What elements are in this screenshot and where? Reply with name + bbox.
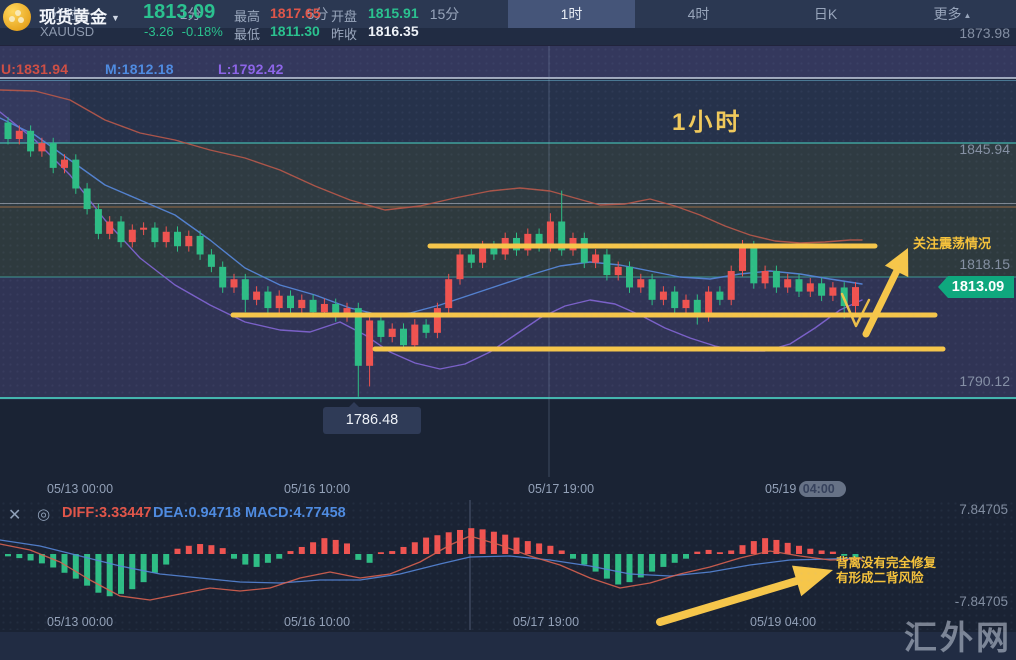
stat-high-label: 最高 [234,9,261,24]
boll-upper-label: U:1831.94 [1,61,69,77]
x-axis-label-3: 05/17 19:00 [528,482,595,496]
tab-15min[interactable]: 15分 [429,6,460,22]
macd-note-line2: 有形成二背风险 [836,571,924,585]
change-percent: -0.18% [181,24,223,39]
macd-x-label-1: 05/13 00:00 [47,615,114,629]
stat-high-value: 1817.65 [270,5,321,21]
last-price: 1813.09 [143,1,216,23]
low-price-value: 1786.48 [345,412,399,428]
symbol-code: XAUUSD [40,24,95,39]
macd-axis-min: -7.84705 [954,594,1008,609]
y-axis-label-4: 1790.12 [959,373,1010,389]
change-value: -3.26 [144,24,174,39]
x-axis-label-4-date: 05/19 [765,482,797,496]
tooltip-notch [349,402,359,407]
stat-low-value: 1811.30 [270,23,320,39]
tab-4hour[interactable]: 4时 [687,6,710,22]
macd-dea-value: DEA:0.94718 [153,505,241,521]
tab-5min[interactable]: 5分 [306,6,329,22]
stat-open-label: 开盘 [331,9,358,24]
stat-prevclose-label: 昨收 [331,27,358,42]
tab-more[interactable]: 更多 ▲ [933,6,972,22]
current-price-tag: 1813.09 [938,276,1014,298]
x-axis-label-4-time: 04:00 [802,482,835,496]
chevron-down-icon: ▼ [111,13,120,23]
chevron-up-icon: ▲ [963,11,972,20]
timeframe-annotation: 1小时 [672,109,743,136]
macd-x-label-4: 05/19 04:00 [750,615,817,629]
tab-daily[interactable]: 日K [813,6,838,22]
settings-icon[interactable]: ◎ [37,506,51,523]
watch-annotation: 关注震荡情况 [913,236,992,251]
y-axis-label-3: 1818.15 [959,256,1010,272]
symbol-logo-icon [3,3,31,31]
stat-prevclose-value: 1816.35 [368,23,419,39]
interval-tab-bar: 分时 1分 5分 15分 1时 4时 日K 更多 ▲ [0,0,1016,28]
macd-x-label-3: 05/17 19:00 [513,615,580,629]
macd-diff-value: DIFF:3.33447 [62,505,152,521]
macd-x-label-2: 05/16 10:00 [284,615,351,629]
macd-note-line1: 背离没有完全修复 [836,556,937,570]
symbol-name: 现货黄金 [39,8,107,27]
header-divider [0,45,1016,46]
y-axis-label-2: 1845.94 [959,141,1010,157]
tab-1hour[interactable]: 1时 [508,0,635,28]
crosshair-time-pill [799,481,846,497]
y-axis-label-1: 1873.98 [959,25,1010,41]
symbol-dropdown[interactable]: 现货黄金 ▼ [39,3,120,28]
macd-axis-max: 7.84705 [959,502,1008,517]
x-axis-label-4: 05/19 04:00 [765,482,835,496]
stat-open-value: 1815.91 [368,5,419,21]
boll-middle-label: M:1812.18 [105,61,174,77]
macd-macd-value: MACD:4.77458 [245,505,346,521]
stat-low-label: 最低 [234,27,261,42]
boll-lower-label: L:1792.42 [218,61,284,77]
low-price-tooltip: 1786.48 [323,402,421,434]
x-axis-label-1: 05/13 00:00 [47,482,114,496]
macd-note-annotation: 背离没有完全修复 有形成二背风险 [836,556,936,586]
tab-1min[interactable]: 1分 [179,6,202,22]
close-icon[interactable]: ✕ [8,507,22,524]
price-change: -3.26 -0.18% [144,24,231,39]
x-axis-label-2: 05/16 10:00 [284,482,351,496]
tab-fenshi[interactable]: 分时 [49,6,78,22]
